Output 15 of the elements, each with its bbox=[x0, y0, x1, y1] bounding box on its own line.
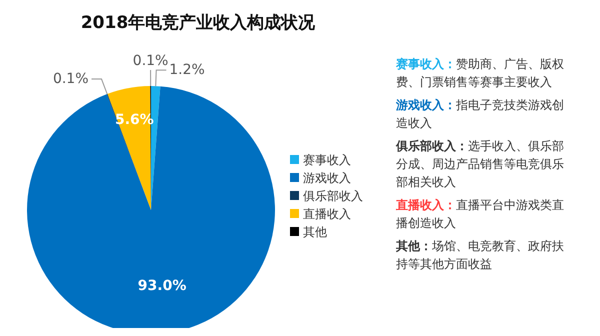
legend-label: 俱乐部收入 bbox=[303, 189, 363, 203]
text: 其他：场馆、电竞教育、政府扶持等其他方面收益 bbox=[395, 239, 564, 271]
data-label: 0.1% bbox=[52, 71, 89, 88]
legend-label: 赛事收入 bbox=[303, 153, 351, 167]
data-label: 1.2% bbox=[169, 62, 205, 78]
legend-label: 其他 bbox=[303, 225, 327, 239]
legend-label: 游戏收入 bbox=[303, 171, 351, 185]
data-label: 0.1% bbox=[132, 53, 168, 69]
text: 赛事收入：赞助商、广告、版权费、门票销售等赛事主要收入 bbox=[395, 57, 564, 89]
text: 直播收入：直播平台中游戏类直播创造收入 bbox=[395, 198, 564, 230]
text: 游戏收入：指电子竞技类游戏创造收入 bbox=[396, 98, 564, 130]
chart-title: 2018年电竞产业收入构成状况 bbox=[80, 13, 316, 33]
legend-label: 直播收入 bbox=[303, 207, 351, 221]
text: 俱乐部收入：选手收入、俱乐部分成、周边产品销售等电竞俱乐部相关收入 bbox=[395, 139, 564, 189]
data-label: 93.0% bbox=[138, 278, 186, 294]
